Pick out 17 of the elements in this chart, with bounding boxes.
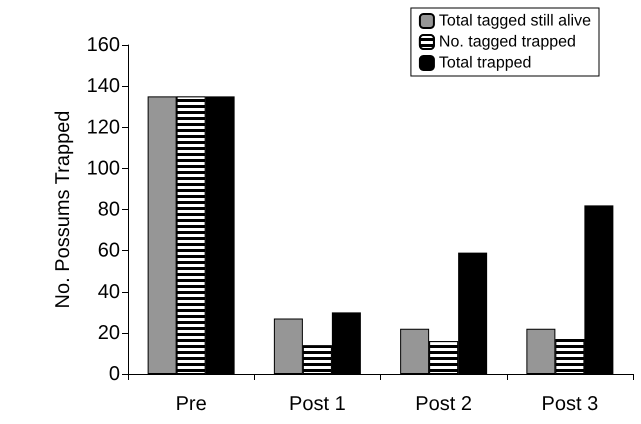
y-tick-label: 120 xyxy=(86,116,120,138)
y-tick-label: 20 xyxy=(98,322,120,344)
x-tick-label: Post 1 xyxy=(289,393,346,415)
y-tick-label: 0 xyxy=(108,363,120,385)
legend-label: No. tagged trapped xyxy=(438,34,576,50)
y-tick-label: 160 xyxy=(86,34,120,56)
y-tick-label: 100 xyxy=(86,157,120,180)
y-tick-label: 140 xyxy=(86,75,120,98)
y-tick-label: 40 xyxy=(98,280,120,303)
x-tick-label: Post 2 xyxy=(415,393,472,415)
y-tick-label: 80 xyxy=(98,198,120,220)
legend-label: Total trapped xyxy=(438,54,532,72)
x-tick-label: Pre xyxy=(176,393,207,415)
x-tick-label: Post 3 xyxy=(542,393,598,415)
y-tick-label: 60 xyxy=(98,240,120,262)
legend-label: Total tagged still alive xyxy=(438,12,592,30)
y-axis-title: No. Possums Trapped xyxy=(52,110,74,308)
